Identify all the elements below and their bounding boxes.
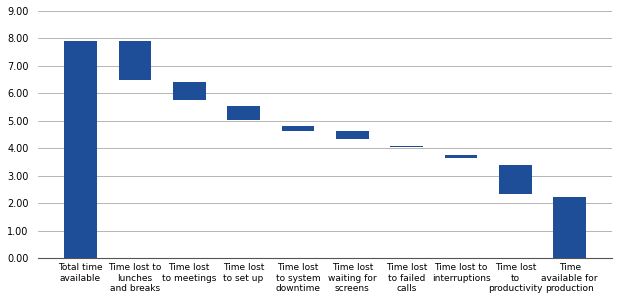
Bar [173, 82, 206, 100]
Bar [391, 146, 423, 147]
Bar [227, 106, 260, 119]
Bar [499, 165, 532, 194]
Bar [336, 130, 368, 139]
Bar [444, 155, 477, 158]
Bar [282, 126, 314, 130]
Bar [553, 196, 586, 258]
Bar [119, 41, 151, 80]
Bar [64, 41, 97, 258]
